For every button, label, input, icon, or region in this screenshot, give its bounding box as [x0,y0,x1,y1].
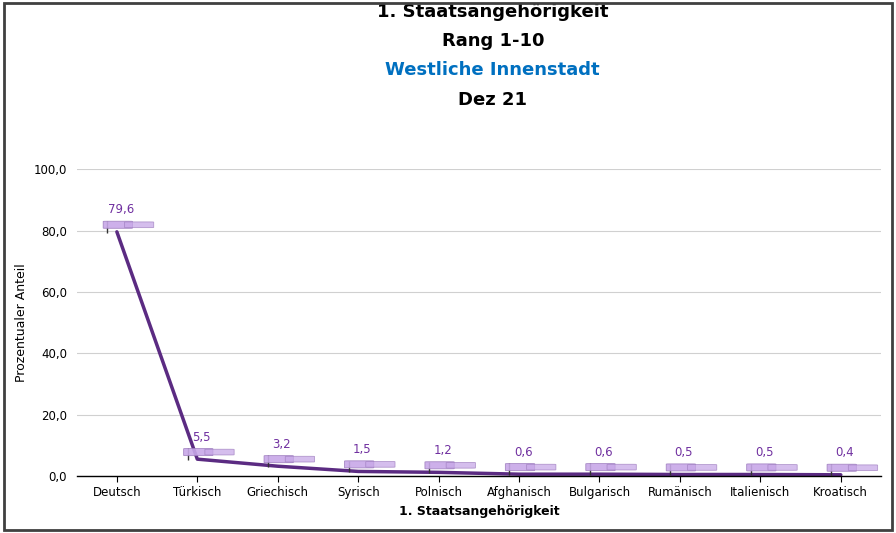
Text: 0,6: 0,6 [513,446,532,459]
FancyBboxPatch shape [344,461,374,468]
FancyBboxPatch shape [827,464,857,471]
FancyBboxPatch shape [285,456,314,462]
FancyBboxPatch shape [607,464,636,470]
FancyBboxPatch shape [586,464,615,471]
FancyBboxPatch shape [264,456,293,463]
FancyBboxPatch shape [366,462,395,467]
Text: 79,6: 79,6 [108,204,134,216]
Text: 1. Staatsangehörigkeit: 1. Staatsangehörigkeit [377,3,608,21]
FancyBboxPatch shape [184,449,213,456]
FancyBboxPatch shape [849,465,877,471]
Text: Rang 1-10: Rang 1-10 [442,32,544,50]
Text: 0,5: 0,5 [755,446,773,459]
FancyBboxPatch shape [446,463,476,468]
Text: 0,4: 0,4 [835,447,854,459]
Y-axis label: Prozentualer Anteil: Prozentualer Anteil [15,263,28,382]
Text: 5,5: 5,5 [192,431,211,444]
FancyBboxPatch shape [125,222,154,228]
FancyBboxPatch shape [505,464,535,471]
FancyBboxPatch shape [667,464,695,471]
Text: 0,6: 0,6 [594,446,613,459]
Text: Dez 21: Dez 21 [458,91,528,109]
X-axis label: 1. Staatsangehörigkeit: 1. Staatsangehörigkeit [399,505,559,518]
Text: 0,5: 0,5 [675,446,694,459]
FancyBboxPatch shape [768,465,797,470]
FancyBboxPatch shape [746,464,776,471]
FancyBboxPatch shape [425,462,454,469]
FancyBboxPatch shape [687,465,717,470]
FancyBboxPatch shape [205,449,234,455]
Text: 1,2: 1,2 [434,444,452,457]
FancyBboxPatch shape [527,464,556,470]
Text: Westliche Innenstadt: Westliche Innenstadt [385,61,600,79]
FancyBboxPatch shape [103,221,133,228]
Text: 3,2: 3,2 [272,438,291,451]
Text: 1,5: 1,5 [353,443,372,456]
